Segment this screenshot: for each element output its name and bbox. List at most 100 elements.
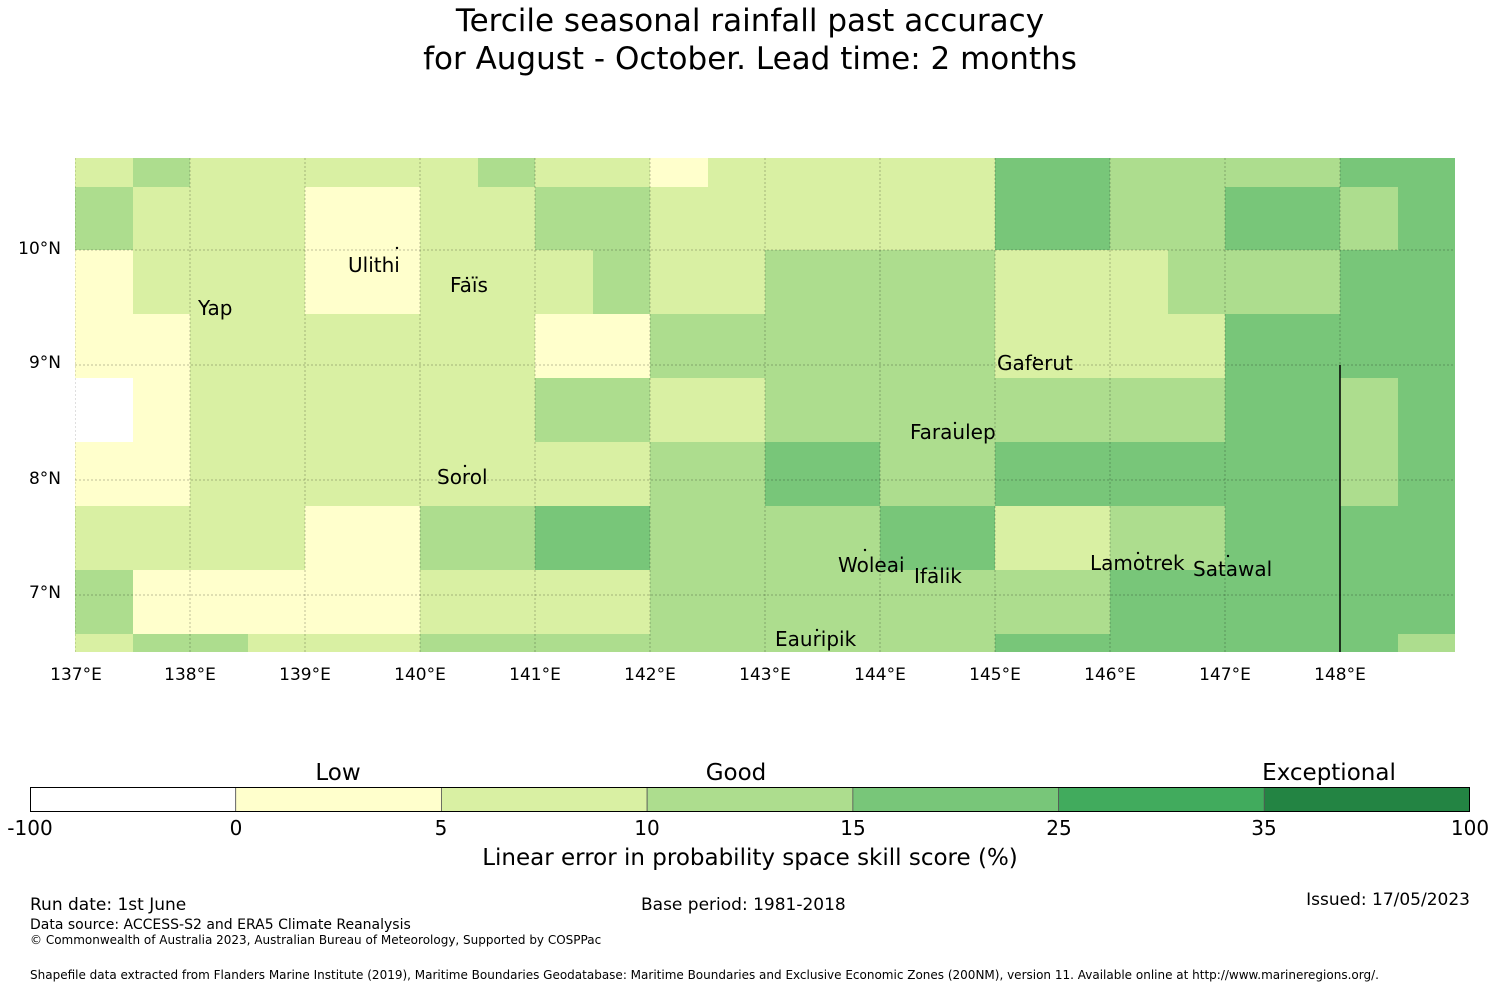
grid-cell [765, 634, 824, 652]
island-marker [815, 628, 819, 632]
grid-cell [765, 570, 824, 635]
grid-cell [1340, 250, 1399, 315]
grid-cell [1053, 187, 1111, 251]
grid-cell [995, 442, 1054, 507]
grid-cell [1283, 634, 1341, 652]
base-period: Base period: 1981-2018 [641, 895, 846, 915]
legend-tick-100: 100 [1450, 816, 1490, 840]
grid-cell [133, 634, 191, 652]
grid-cell [535, 506, 594, 571]
lat-label-7n: 7°N [28, 583, 61, 603]
grid-cell [305, 442, 364, 507]
grid-cell [305, 187, 364, 251]
grid-cell [1398, 187, 1455, 251]
grid-cell [823, 187, 881, 251]
grid-cell [248, 506, 306, 571]
grid-cell [1225, 378, 1284, 443]
lon-label-140e: 140°E [394, 665, 446, 685]
grid-cell [593, 378, 651, 443]
grid-cell [1340, 158, 1399, 188]
grid-cell [75, 187, 134, 251]
legend-colorbar [29, 786, 1471, 813]
grid-cell [420, 187, 479, 251]
grid-cell [1225, 314, 1284, 379]
grid-cell [708, 506, 766, 571]
grid-cell [535, 187, 594, 251]
grid-cell [938, 250, 996, 315]
lon-label-148e: 148°E [1314, 665, 1366, 685]
title-line-1: Tercile seasonal rainfall past accuracy [455, 3, 1045, 39]
grid-cell [1110, 442, 1169, 507]
grid-cell [190, 570, 249, 635]
grid-cell [593, 187, 651, 251]
grid-cell [823, 442, 881, 507]
grid-cell [880, 442, 939, 507]
grid-cell [880, 314, 939, 379]
grid-cell [420, 570, 479, 635]
grid-cell [593, 314, 651, 379]
title-line-2: for August - October. Lead time: 2 month… [423, 41, 1077, 77]
grid-cell [1225, 250, 1284, 315]
place-woleai: Woleai [838, 553, 905, 577]
colorbar-swatch [1263, 786, 1471, 813]
grid-cell [190, 442, 249, 507]
place-ifalik: Ifalik [914, 564, 962, 588]
map-title: Tercile seasonal rainfall past accuracy … [0, 2, 1500, 78]
island-marker [465, 276, 469, 280]
colorbar-outline [30, 787, 1470, 812]
grid-cell [765, 506, 824, 571]
grid-cell [765, 187, 824, 251]
place-eauripik: Eauripik [775, 627, 857, 651]
grid-cell [1340, 634, 1399, 652]
grid-cell [1225, 158, 1284, 188]
grid-cell [420, 506, 479, 571]
grid-cell [248, 442, 306, 507]
grid-cell [1110, 250, 1169, 315]
grid-cell [248, 378, 306, 443]
legend-tick-35: 35 [1251, 816, 1277, 840]
grid-cell [938, 506, 996, 571]
grid-cell [708, 378, 766, 443]
grid-cell [478, 570, 536, 635]
grid-cell [420, 158, 479, 188]
grid-cell [75, 158, 134, 188]
grid-cell [708, 314, 766, 379]
grid-cell [708, 187, 766, 251]
legend-category-good: Good [705, 760, 767, 786]
lon-label-142e: 142°E [624, 665, 676, 685]
grid-cell [535, 442, 594, 507]
grid-cell [708, 250, 766, 315]
grid-cell [1168, 187, 1226, 251]
grid-cell [420, 250, 479, 315]
grid-cell [133, 506, 191, 571]
grid-cell [363, 634, 421, 652]
grid-cell [1053, 378, 1111, 443]
legend-category-low: Low [315, 760, 361, 786]
colorbar-swatch [441, 786, 648, 813]
grid-cell [593, 158, 651, 188]
grid-cell [765, 378, 824, 443]
grid-cell [248, 634, 306, 652]
grid-cell [1283, 158, 1341, 188]
legend-tick-0: 0 [229, 816, 243, 840]
island-marker [863, 548, 867, 552]
legend-tick-15: 15 [840, 816, 866, 840]
grid-cell [1110, 378, 1169, 443]
grid-cell [1398, 158, 1455, 188]
grid-cell [880, 378, 939, 443]
grid-cell [1283, 442, 1341, 507]
grid-cell [190, 378, 249, 443]
grid-cell [478, 314, 536, 379]
grid-cell [133, 378, 191, 443]
grid-cell [995, 250, 1054, 315]
grid-cell [420, 442, 479, 507]
grid-cell [1110, 570, 1169, 635]
grid-cell [133, 442, 191, 507]
island-marker [463, 464, 467, 468]
grid-cell [1110, 158, 1169, 188]
legend-title: Linear error in probability space skill … [482, 845, 1018, 871]
grid-cell [823, 570, 881, 635]
grid-cell [478, 506, 536, 571]
grid-cell [305, 314, 364, 379]
place-gaferut: Gaferut [997, 351, 1073, 375]
